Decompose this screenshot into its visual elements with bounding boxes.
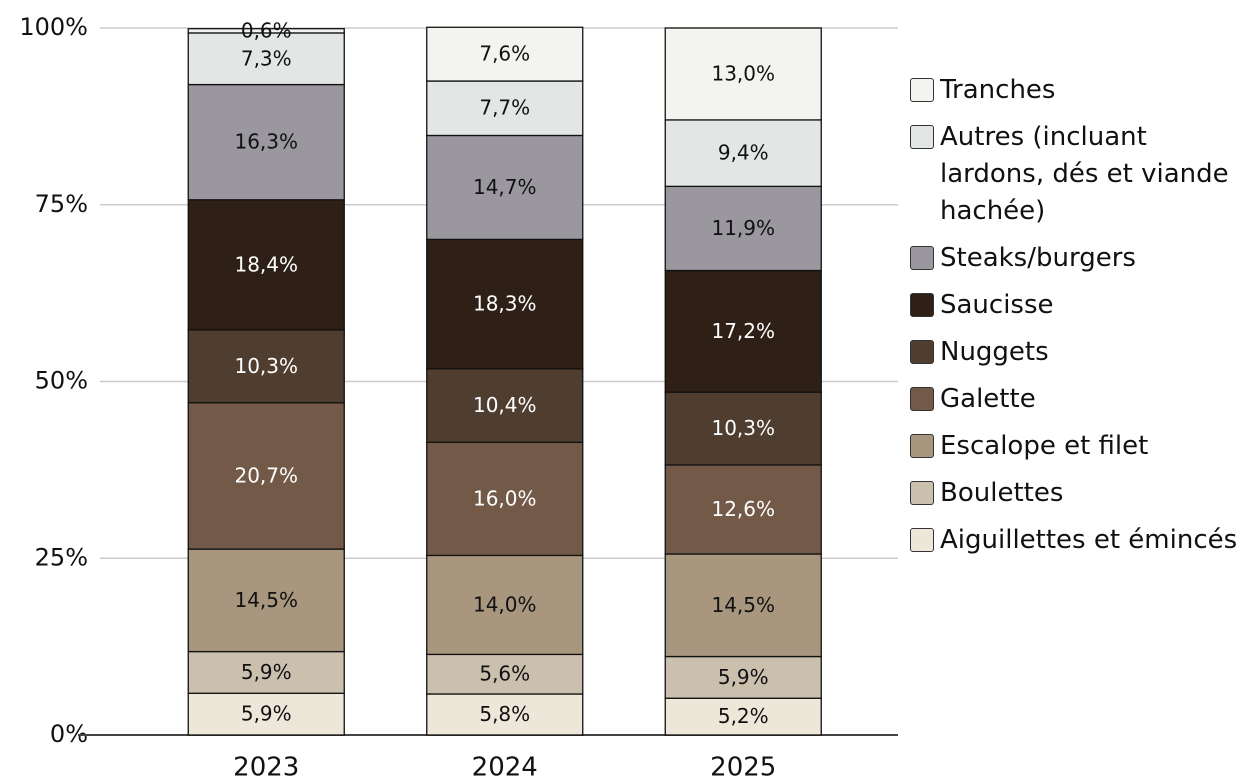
bar-segment [664, 464, 822, 555]
legend-entry: Nuggets [910, 334, 1255, 371]
x-tick-label: 2025 [710, 753, 776, 780]
value-label: 14,5% [711, 593, 775, 617]
legend-label: Aiguillettes et émincés [940, 525, 1238, 555]
legend-label: Escalope et filet [940, 431, 1149, 461]
legend-swatch [910, 387, 934, 411]
legend-swatch [910, 293, 934, 317]
value-label: 7,3% [241, 46, 292, 70]
bar-segment [664, 119, 822, 188]
bar-segment [426, 80, 584, 137]
bar-segment [187, 402, 345, 550]
legend-entry: Saucisse [910, 287, 1255, 324]
y-tick-label: 50% [35, 367, 88, 395]
bar-segment [426, 134, 584, 241]
legend-swatch [910, 528, 934, 552]
bar-segment [426, 238, 584, 370]
legend-label: Autres (incluant lardons, dés et viande … [940, 122, 1229, 226]
bar-segment [187, 199, 345, 331]
y-tick-label: 75% [35, 190, 88, 218]
bar-segment [426, 693, 584, 736]
legend-entry: Autres (incluant lardons, dés et viande … [910, 119, 1255, 230]
bar-segment [187, 650, 345, 694]
bar-segment [187, 83, 345, 201]
bar-segment [664, 391, 822, 466]
bar-segment [664, 27, 822, 121]
value-label: 5,9% [241, 702, 292, 726]
value-label: 10,4% [473, 393, 537, 417]
legend-swatch [910, 78, 934, 102]
bar-segment [187, 28, 345, 34]
value-label: 14,5% [234, 588, 298, 612]
value-label: 7,7% [479, 96, 530, 120]
value-label: 5,9% [241, 660, 292, 684]
value-label: 9,4% [718, 141, 769, 165]
legend-label: Galette [940, 384, 1036, 414]
x-tick-label: 2023 [233, 753, 299, 780]
bar-segment [426, 26, 584, 82]
bar-segment [187, 548, 345, 653]
value-label: 7,6% [479, 42, 530, 66]
legend: Tranches Autres (incluant lardons, dés et… [910, 72, 1255, 569]
value-label: 0,6% [241, 18, 292, 42]
value-label: 5,2% [718, 704, 769, 728]
value-label: 13,0% [711, 61, 775, 85]
legend-label: Nuggets [940, 337, 1049, 367]
value-label: 5,8% [479, 702, 530, 726]
value-label: 14,0% [473, 592, 537, 616]
x-tick-label: 2024 [472, 753, 538, 780]
value-label: 18,3% [473, 292, 537, 316]
legend-swatch [910, 434, 934, 458]
value-label: 11,9% [711, 216, 775, 240]
legend-label: Boulettes [940, 478, 1064, 508]
value-label: 18,4% [234, 252, 298, 276]
value-label: 10,3% [711, 416, 775, 440]
bar-segment [426, 554, 584, 656]
value-label: 5,6% [479, 662, 530, 686]
bar-segment [187, 692, 345, 736]
value-label: 10,3% [234, 354, 298, 378]
bar-segment [426, 441, 584, 557]
bar-segment [664, 655, 822, 699]
value-label: 12,6% [711, 497, 775, 521]
legend-entry: Tranches [910, 72, 1255, 109]
y-tick-label: 25% [35, 543, 88, 571]
legend-entry: Escalope et filet [910, 428, 1255, 465]
value-label: 20,7% [234, 463, 298, 487]
legend-swatch [910, 340, 934, 364]
y-tick-label: 100% [19, 13, 88, 41]
legend-swatch [910, 246, 934, 270]
legend-label: Steaks/burgers [940, 243, 1136, 273]
value-label: 17,2% [711, 319, 775, 343]
legend-label: Tranches [940, 75, 1056, 105]
value-label: 16,0% [473, 486, 537, 510]
value-label: 14,7% [473, 175, 537, 199]
value-label: 5,9% [718, 665, 769, 689]
legend-entry: Boulettes [910, 475, 1255, 512]
legend-entry: Galette [910, 381, 1255, 418]
legend-swatch [910, 125, 934, 149]
legend-swatch [910, 481, 934, 505]
legend-entry: Aiguillettes et émincés [910, 522, 1255, 559]
legend-label: Saucisse [940, 290, 1054, 320]
bar-segment [187, 32, 345, 86]
legend-entry: Steaks/burgers [910, 240, 1255, 277]
value-label: 16,3% [234, 130, 298, 154]
